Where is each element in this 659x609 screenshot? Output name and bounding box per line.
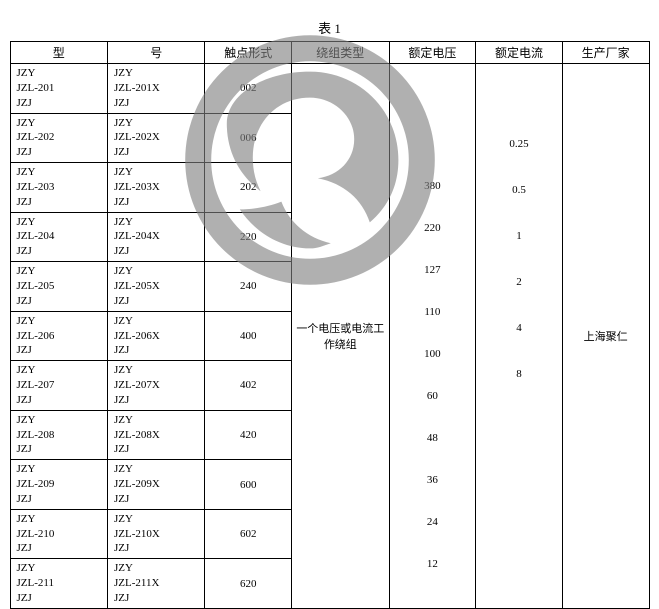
model-cell-b: JZYJZL-205XJZJ [107, 262, 204, 312]
current-value: 0.5 [476, 184, 562, 196]
header-row: 型 号 触点形式 绕组类型 额定电压 额定电流 生产厂家 [10, 42, 649, 64]
table-row: JZYJZL-201JZJJZYJZL-201XJZJ002一个电压或电流工作绕… [10, 64, 649, 114]
contact-form-cell: 402 [205, 361, 292, 411]
contact-form-cell: 400 [205, 311, 292, 361]
model-cell-b: JZYJZL-207XJZJ [107, 361, 204, 411]
model-cell-a: JZYJZL-206JZJ [10, 311, 107, 361]
voltage-value: 110 [390, 306, 476, 318]
contact-form-cell: 006 [205, 113, 292, 163]
voltage-value: 36 [390, 474, 476, 486]
model-cell-b: JZYJZL-206XJZJ [107, 311, 204, 361]
rated-voltage-cell: 380 220 127 110 100 60 48 36 24 12 [389, 64, 476, 609]
model-cell-a: JZYJZL-204JZJ [10, 212, 107, 262]
current-value: 4 [476, 322, 562, 334]
header-rated-voltage: 额定电压 [389, 42, 476, 64]
model-cell-b: JZYJZL-202XJZJ [107, 113, 204, 163]
contact-form-cell: 240 [205, 262, 292, 312]
model-cell-b: JZYJZL-209XJZJ [107, 460, 204, 510]
header-winding-type: 绕组类型 [292, 42, 389, 64]
voltage-value: 12 [390, 558, 476, 570]
model-cell-b: JZYJZL-203XJZJ [107, 163, 204, 213]
current-value: 8 [476, 368, 562, 380]
contact-form-cell: 220 [205, 212, 292, 262]
voltage-value: 60 [390, 390, 476, 402]
contact-form-cell: 002 [205, 64, 292, 114]
model-cell-a: JZYJZL-211JZJ [10, 559, 107, 609]
model-cell-a: JZYJZL-207JZJ [10, 361, 107, 411]
model-cell-b: JZYJZL-211XJZJ [107, 559, 204, 609]
winding-type-cell: 一个电压或电流工作绕组 [292, 64, 389, 609]
model-cell-a: JZYJZL-210JZJ [10, 509, 107, 559]
current-value: 0.25 [476, 138, 562, 150]
voltage-value: 100 [390, 348, 476, 360]
model-cell-a: JZYJZL-209JZJ [10, 460, 107, 510]
voltage-value: 220 [390, 222, 476, 234]
voltage-value: 24 [390, 516, 476, 528]
header-model-right: 号 [107, 42, 204, 64]
model-cell-b: JZYJZL-204XJZJ [107, 212, 204, 262]
header-contact-form: 触点形式 [205, 42, 292, 64]
contact-form-cell: 202 [205, 163, 292, 213]
contact-form-cell: 420 [205, 410, 292, 460]
spec-table: 型 号 触点形式 绕组类型 额定电压 额定电流 生产厂家 JZYJZL-201J… [10, 41, 650, 609]
voltage-value: 48 [390, 432, 476, 444]
current-value: 2 [476, 276, 562, 288]
model-cell-a: JZYJZL-205JZJ [10, 262, 107, 312]
current-value: 1 [476, 230, 562, 242]
header-manufacturer: 生产厂家 [562, 42, 649, 64]
voltage-value: 127 [390, 264, 476, 276]
table-caption: 表 1 [8, 18, 651, 37]
model-cell-b: JZYJZL-210XJZJ [107, 509, 204, 559]
contact-form-cell: 602 [205, 509, 292, 559]
header-rated-current: 额定电流 [476, 42, 563, 64]
model-cell-b: JZYJZL-208XJZJ [107, 410, 204, 460]
rated-current-cell: 0.25 0.5 1 2 4 8 [476, 64, 563, 609]
header-model-left: 型 [10, 42, 107, 64]
model-cell-a: JZYJZL-208JZJ [10, 410, 107, 460]
model-cell-a: JZYJZL-201JZJ [10, 64, 107, 114]
model-cell-a: JZYJZL-202JZJ [10, 113, 107, 163]
voltage-value: 380 [390, 180, 476, 192]
contact-form-cell: 600 [205, 460, 292, 510]
model-cell-a: JZYJZL-203JZJ [10, 163, 107, 213]
model-cell-b: JZYJZL-201XJZJ [107, 64, 204, 114]
contact-form-cell: 620 [205, 559, 292, 609]
manufacturer-cell: 上海聚仁 [562, 64, 649, 609]
